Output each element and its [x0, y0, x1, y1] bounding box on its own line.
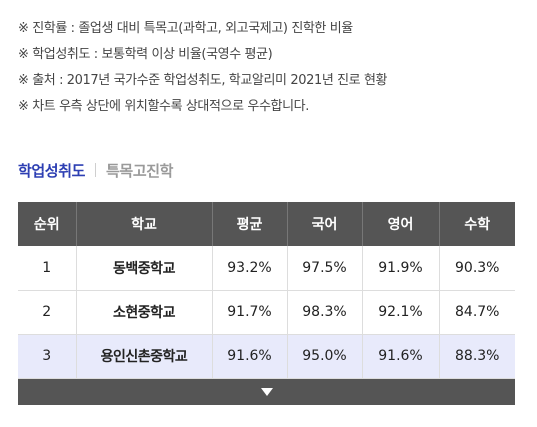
ranking-table-container: 순위 학교 평균 국어 영어 수학 1 동백중학교 93.2% 97.5% 91… — [18, 202, 515, 405]
table-row: 2 소현중학교 91.7% 98.3% 92.1% 84.7% — [18, 290, 515, 335]
header-average: 평균 — [212, 202, 288, 246]
note-chart-position: ※ 차트 우측 상단에 위치할수록 상대적으로 우수합니다. — [18, 99, 309, 114]
table-row-highlighted: 3 용인신촌중학교 91.6% 95.0% 91.6% 88.3% — [18, 334, 515, 379]
cell-math: 90.3% — [439, 246, 515, 291]
table-row: 1 동백중학교 93.2% 97.5% 91.9% 90.3% — [18, 246, 515, 291]
cell-english: 91.6% — [362, 334, 440, 379]
expand-table-button[interactable] — [18, 378, 515, 405]
tab-academic-achievement[interactable]: 학업성취도 — [18, 161, 86, 180]
cell-english: 92.1% — [362, 290, 440, 335]
cell-average: 91.7% — [212, 290, 288, 335]
cell-korean: 98.3% — [287, 290, 363, 335]
cell-school: 용인신촌중학교 — [76, 334, 213, 379]
cell-korean: 95.0% — [287, 334, 363, 379]
cell-rank: 1 — [18, 246, 77, 291]
tab-special-high-school[interactable]: 특목고진학 — [106, 161, 174, 180]
note-academic-achievement: ※ 학업성취도 : 보통학력 이상 비율(국영수 평균) — [18, 47, 273, 62]
cell-rank: 3 — [18, 334, 77, 379]
header-math: 수학 — [439, 202, 515, 246]
header-rank: 순위 — [18, 202, 77, 246]
cell-english: 91.9% — [362, 246, 440, 291]
tab-bar: 학업성취도 특목고진학 — [18, 158, 173, 182]
table-header-row: 순위 학교 평균 국어 영어 수학 — [18, 202, 515, 246]
cell-school: 동백중학교 — [76, 246, 213, 291]
cell-math: 84.7% — [439, 290, 515, 335]
note-advancement-rate: ※ 진학률 : 졸업생 대비 특목고(과학고, 외고국제고) 진학한 비율 — [18, 21, 353, 36]
cell-math: 88.3% — [439, 334, 515, 379]
cell-rank: 2 — [18, 290, 77, 335]
cell-average: 93.2% — [212, 246, 288, 291]
cell-school: 소현중학교 — [76, 290, 213, 335]
tab-divider — [95, 163, 97, 177]
note-source: ※ 출처 : 2017년 국가수준 학업성취도, 학교알리미 2021년 진로 … — [18, 73, 388, 88]
ranking-table: 순위 학교 평균 국어 영어 수학 1 동백중학교 93.2% 97.5% 91… — [18, 202, 515, 379]
header-school: 학교 — [76, 202, 213, 246]
chevron-down-icon — [260, 387, 273, 396]
header-english: 영어 — [362, 202, 440, 246]
header-korean: 국어 — [287, 202, 363, 246]
cell-korean: 97.5% — [287, 246, 363, 291]
notes-section: ※ 진학률 : 졸업생 대비 특목고(과학고, 외고국제고) 진학한 비율 ※ … — [18, 16, 528, 120]
cell-average: 91.6% — [212, 334, 288, 379]
